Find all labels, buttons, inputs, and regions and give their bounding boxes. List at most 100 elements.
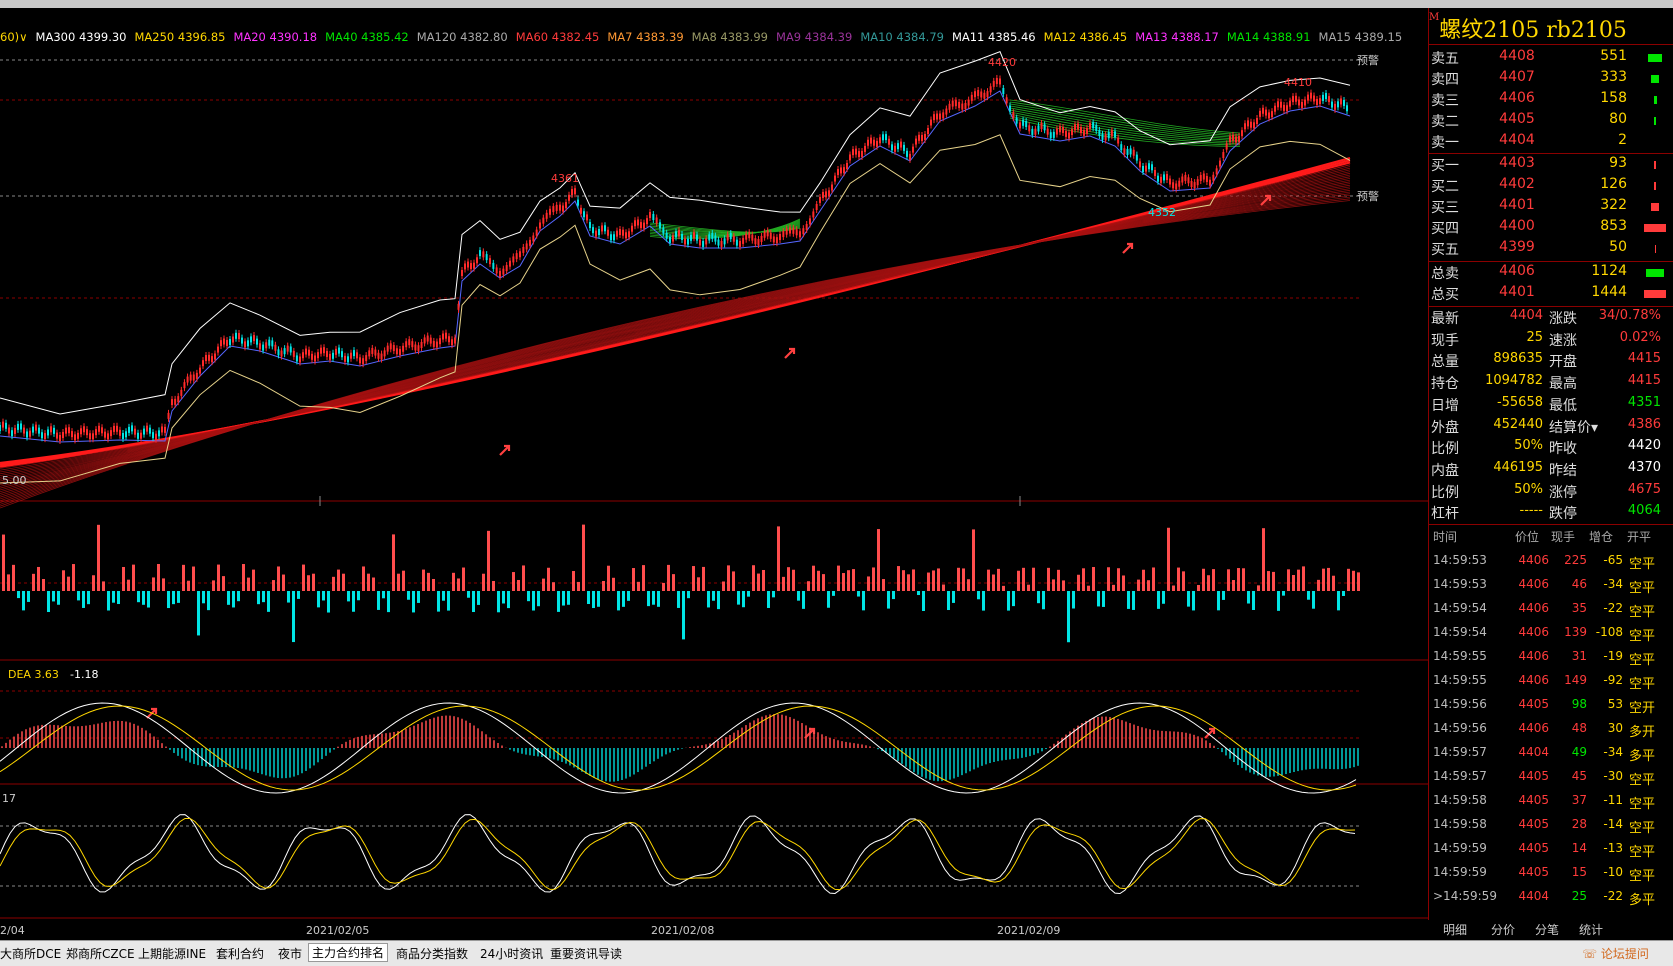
book-volume: 853 xyxy=(1600,218,1627,234)
tab-ine[interactable]: 上期能源INE xyxy=(138,947,207,961)
candle-body xyxy=(900,141,902,148)
candle-body xyxy=(760,235,763,242)
candle-body xyxy=(344,355,346,362)
volume-bar xyxy=(877,529,880,591)
tab-czce[interactable]: 郑商所CZCE xyxy=(66,947,135,961)
volume-bar xyxy=(237,591,240,602)
candle-body xyxy=(1059,126,1061,133)
tab-detail[interactable]: 明细 xyxy=(1443,923,1468,937)
quote-stat: 比例 50% xyxy=(1431,481,1543,501)
volume-bar xyxy=(82,591,85,608)
volume-bar xyxy=(992,574,995,591)
tab-dce[interactable]: 大商所DCE xyxy=(0,947,62,961)
candle-body xyxy=(20,423,22,430)
candle-body xyxy=(989,86,992,93)
ma-fan-line xyxy=(0,169,1351,476)
tab-night-market[interactable]: 夜市 xyxy=(278,947,303,961)
volume-bar xyxy=(337,569,340,591)
volume-bar xyxy=(582,524,585,591)
candle-body xyxy=(693,232,695,239)
buy-arrow-icon xyxy=(1204,727,1216,739)
volume-bar xyxy=(1287,569,1290,591)
candle-body xyxy=(669,236,671,243)
candle-body xyxy=(864,145,866,152)
volume-bar xyxy=(132,564,135,591)
volume-bar xyxy=(297,591,300,599)
volume-bar xyxy=(972,529,975,591)
candle-body xyxy=(268,339,271,346)
volume-bar xyxy=(1307,591,1310,600)
candle-body xyxy=(604,225,606,232)
volume-bar xyxy=(187,580,190,591)
candle-body xyxy=(217,346,219,353)
candle-body xyxy=(223,338,225,345)
tab-main-contract-rank[interactable]: 主力合约排名 xyxy=(308,943,389,962)
candle-body xyxy=(522,246,525,253)
candle-body xyxy=(542,217,545,224)
candle-body xyxy=(1092,122,1095,129)
price-annotation: 4420 xyxy=(988,56,1016,69)
candle-body xyxy=(509,260,511,267)
volume-bar xyxy=(1242,568,1245,591)
date-label: 2/04 xyxy=(0,924,25,937)
tab-24h-news[interactable]: 24小时资讯 xyxy=(480,947,544,961)
tab-price-dist[interactable]: 分价 xyxy=(1491,923,1516,937)
candle-body xyxy=(1089,122,1091,129)
candle-body xyxy=(1077,123,1079,130)
candle-body xyxy=(164,426,166,433)
candle-body xyxy=(495,267,498,274)
ma-green-line xyxy=(1009,115,1241,146)
volume-bar xyxy=(522,565,525,591)
candle-body xyxy=(305,348,307,355)
volume-bar xyxy=(632,568,635,591)
candle-body xyxy=(696,234,698,241)
quote-stat: 速涨 0.02% xyxy=(1549,329,1661,349)
candle-body xyxy=(280,350,283,357)
candle-body xyxy=(167,412,170,419)
candle-body xyxy=(921,135,923,142)
ma-green-line xyxy=(649,224,801,233)
headset-icon: ☏ xyxy=(1582,947,1601,961)
candle-body xyxy=(389,343,392,350)
candle-body xyxy=(137,432,139,439)
candle-body xyxy=(1286,105,1288,112)
macd-value-label: -1.18 xyxy=(70,668,99,681)
contract-name: 螺纹2105 rb2105 xyxy=(1439,18,1627,43)
candle-body xyxy=(610,234,612,241)
volume-bar xyxy=(1282,591,1285,596)
candle-body xyxy=(445,332,447,339)
tab-ticks[interactable]: 分笔 xyxy=(1535,923,1560,937)
candle-body xyxy=(1250,121,1252,128)
volume-bar xyxy=(87,591,90,605)
volume-bar xyxy=(1112,584,1115,591)
quote-stat: 跌停 4064 xyxy=(1549,503,1661,523)
candle-body xyxy=(347,356,349,363)
candle-body xyxy=(652,214,655,221)
candle-body xyxy=(104,431,106,438)
volume-bar xyxy=(227,591,230,605)
volume-bar xyxy=(382,591,385,599)
forum-question-link[interactable]: ☏ 论坛提问 xyxy=(1582,945,1649,962)
candle-body xyxy=(995,77,998,84)
volume-bar xyxy=(312,573,315,591)
tab-key-news[interactable]: 重要资讯导读 xyxy=(550,947,623,961)
candle-body xyxy=(8,427,10,434)
volume-bar xyxy=(137,591,140,603)
candle-body xyxy=(338,347,340,354)
candle-body xyxy=(577,199,579,206)
kline-chart-area[interactable]: 60)∨ MA300 4399.30 MA250 4396.85 MA20 4390.… xyxy=(0,8,1429,920)
tab-stats[interactable]: 统计 xyxy=(1579,923,1604,937)
volume-bar xyxy=(867,576,870,591)
volume-bar xyxy=(2,534,5,591)
candle-body xyxy=(335,348,337,355)
tick-header: 时间 价位 现手 增仓 开平 xyxy=(1433,530,1652,544)
candle-body xyxy=(451,339,453,346)
volume-bar xyxy=(1132,591,1135,610)
candle-body xyxy=(392,345,395,352)
volume-bar xyxy=(987,569,990,591)
book-volume-bar xyxy=(1654,182,1656,190)
candle-body xyxy=(180,389,183,396)
tab-commodity-index[interactable]: 商品分类指数 xyxy=(396,947,469,961)
tab-arbitrage[interactable]: 套利合约 xyxy=(216,947,265,961)
